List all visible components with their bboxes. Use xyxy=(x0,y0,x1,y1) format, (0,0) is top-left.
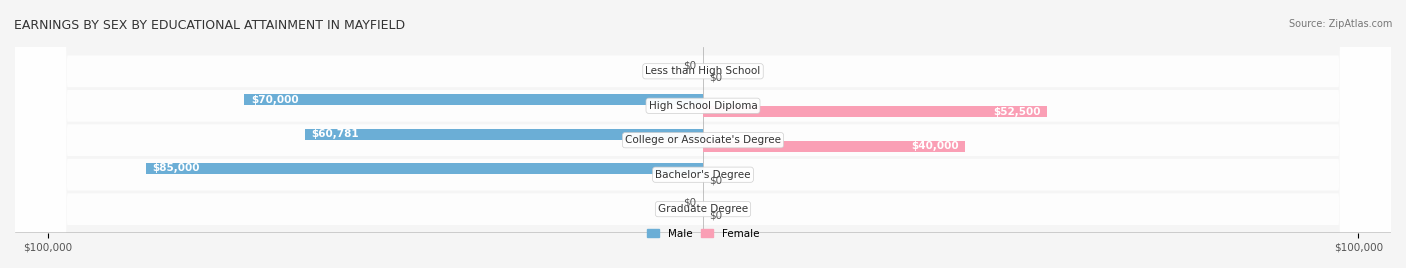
Text: $0: $0 xyxy=(683,60,696,70)
Bar xyxy=(703,106,1047,117)
Bar xyxy=(305,128,703,140)
Text: Source: ZipAtlas.com: Source: ZipAtlas.com xyxy=(1288,19,1392,29)
FancyBboxPatch shape xyxy=(15,0,1391,268)
Text: $0: $0 xyxy=(710,176,723,186)
Text: $52,500: $52,500 xyxy=(993,107,1040,117)
Legend: Male, Female: Male, Female xyxy=(643,225,763,243)
FancyBboxPatch shape xyxy=(15,0,1391,268)
Text: EARNINGS BY SEX BY EDUCATIONAL ATTAINMENT IN MAYFIELD: EARNINGS BY SEX BY EDUCATIONAL ATTAINMEN… xyxy=(14,19,405,32)
Bar xyxy=(146,163,703,174)
Text: $60,781: $60,781 xyxy=(311,129,359,139)
Text: $85,000: $85,000 xyxy=(153,163,200,173)
FancyBboxPatch shape xyxy=(15,0,1391,268)
Text: $70,000: $70,000 xyxy=(250,95,298,105)
Text: $0: $0 xyxy=(683,198,696,208)
FancyBboxPatch shape xyxy=(15,0,1391,268)
Text: $40,000: $40,000 xyxy=(911,142,959,151)
Text: Bachelor's Degree: Bachelor's Degree xyxy=(655,170,751,180)
Text: Less than High School: Less than High School xyxy=(645,66,761,76)
Text: Graduate Degree: Graduate Degree xyxy=(658,204,748,214)
Text: $0: $0 xyxy=(710,72,723,83)
Text: $0: $0 xyxy=(710,210,723,220)
Text: High School Diploma: High School Diploma xyxy=(648,101,758,111)
FancyBboxPatch shape xyxy=(15,0,1391,268)
Bar xyxy=(245,94,703,105)
Text: College or Associate's Degree: College or Associate's Degree xyxy=(626,135,780,145)
Bar xyxy=(703,141,965,152)
